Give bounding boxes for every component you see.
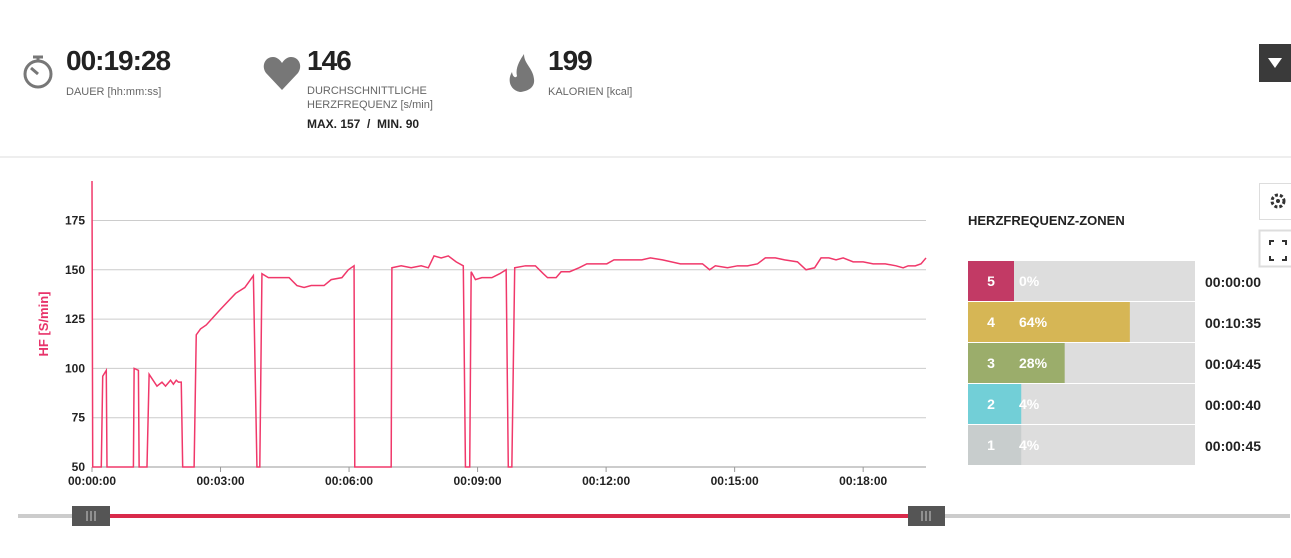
zone-box	[968, 302, 1014, 342]
zone-percent: 4%	[1019, 437, 1040, 453]
y-tick-label: 75	[72, 411, 86, 425]
x-tick-label: 00:12:00	[582, 474, 630, 488]
zones-title: HERZFREQUENZ-ZONEN	[968, 213, 1125, 228]
y-tick-label: 100	[65, 361, 85, 375]
duration-value: 00:19:28	[66, 45, 171, 76]
y-axis-label: HF [S/min]	[36, 292, 51, 357]
fullscreen-button[interactable]	[1258, 229, 1291, 268]
calories-value: 199	[548, 45, 593, 76]
stopwatch-icon	[23, 55, 53, 89]
x-tick-label: 00:15:00	[711, 474, 759, 488]
dropdown-button[interactable]	[1259, 44, 1291, 82]
zone-number: 4	[987, 314, 995, 330]
zone-percent: 0%	[1019, 273, 1040, 289]
heart-rate-line	[91, 180, 927, 468]
zone-percent: 4%	[1019, 396, 1040, 412]
zone-percent: 28%	[1019, 355, 1048, 371]
zone-box	[968, 343, 1014, 383]
zone-bar	[1014, 425, 1022, 465]
settings-button[interactable]	[1259, 183, 1291, 220]
x-tick-label: 00:00:00	[68, 474, 116, 488]
zone-box	[968, 425, 1014, 465]
heart-rate-value: 146	[307, 45, 352, 76]
y-tick-label: 175	[65, 213, 85, 227]
y-tick-label: 50	[72, 460, 86, 474]
zone-box	[968, 261, 1014, 301]
zone-bar	[1014, 343, 1065, 383]
x-tick-label: 00:06:00	[325, 474, 373, 488]
zone-number: 1	[987, 437, 995, 453]
zone-bar	[1014, 302, 1130, 342]
zone-time: 00:00:45	[1205, 438, 1261, 454]
y-tick-label: 125	[65, 312, 85, 326]
heart-icon	[263, 57, 301, 90]
zone-box	[968, 384, 1014, 424]
zone-number: 3	[987, 355, 995, 371]
x-tick-label: 00:18:00	[839, 474, 887, 488]
range-slider[interactable]	[18, 506, 1290, 526]
x-tick-label: 00:03:00	[197, 474, 245, 488]
zone-percent: 64%	[1019, 314, 1048, 330]
heart-rate-extra: MAX. 157 / MIN. 90	[307, 117, 420, 131]
duration-label: DAUER [hh:mm:ss]	[66, 86, 162, 98]
zone-number: 2	[987, 396, 995, 412]
x-tick-label: 00:09:00	[454, 474, 502, 488]
zone-time: 00:04:45	[1205, 356, 1261, 372]
zone-bar	[1014, 384, 1022, 424]
flame-icon	[509, 54, 535, 92]
calories-label: KALORIEN [kcal]	[548, 86, 633, 98]
heart-rate-label: DURCHSCHNITTLICHE HERZFREQUENZ [s/min]	[307, 85, 433, 111]
zone-time: 00:00:00	[1205, 274, 1261, 290]
zone-time: 00:10:35	[1205, 315, 1261, 331]
zone-time: 00:00:40	[1205, 397, 1261, 413]
zone-number: 5	[987, 273, 995, 289]
y-tick-label: 150	[65, 263, 85, 277]
